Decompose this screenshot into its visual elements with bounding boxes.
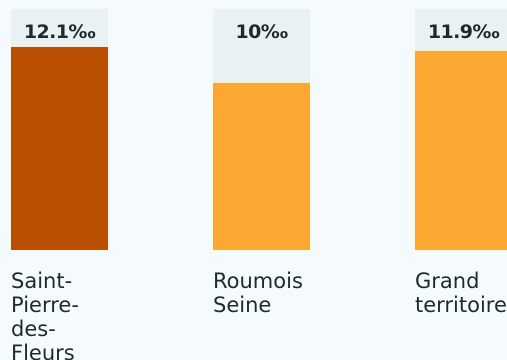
bar-track: 12.1‰ (11, 9, 108, 250)
column-roumois-seine: 10‰ Roumois Seine (213, 9, 310, 317)
category-label: Grand territoire (415, 269, 507, 317)
value-label: 12.1‰ (23, 21, 96, 43)
value-label: 10‰ (235, 21, 289, 43)
bar-roumois-seine (213, 83, 310, 250)
bar-saint-pierre-des-fleurs (11, 47, 108, 250)
bar-grand-territoire (415, 51, 507, 250)
category-label: Saint- Pierre- des- Fleurs (11, 269, 79, 360)
bar-track: 11.9‰ (415, 9, 507, 250)
category-label: Roumois Seine (213, 269, 303, 317)
value-label: 11.9‰ (427, 21, 500, 43)
column-grand-territoire: 11.9‰ Grand territoire (415, 9, 507, 317)
bar-track: 10‰ (213, 9, 310, 250)
column-saint-pierre-des-fleurs: 12.1‰ Saint- Pierre- des- Fleurs (11, 9, 108, 360)
